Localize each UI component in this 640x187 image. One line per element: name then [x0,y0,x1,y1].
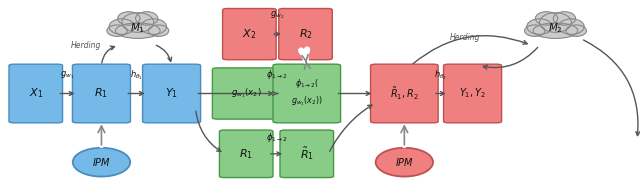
FancyBboxPatch shape [212,68,280,119]
Text: $M_2$: $M_2$ [548,21,563,35]
FancyBboxPatch shape [223,8,276,60]
FancyBboxPatch shape [273,64,340,123]
Ellipse shape [115,23,160,39]
FancyBboxPatch shape [220,130,273,178]
FancyBboxPatch shape [371,64,438,123]
Ellipse shape [559,19,584,34]
Ellipse shape [527,19,552,34]
Text: $X_1$: $X_1$ [29,87,43,100]
Ellipse shape [107,25,127,36]
Text: Herding: Herding [70,41,100,50]
Ellipse shape [109,19,134,34]
Text: $X_2$: $X_2$ [243,27,257,41]
Text: $R_2$: $R_2$ [299,27,312,41]
Ellipse shape [118,12,140,25]
Text: $g_{w_1}(x_2)$: $g_{w_1}(x_2)$ [231,87,262,100]
FancyBboxPatch shape [280,130,333,178]
Ellipse shape [148,25,169,36]
Ellipse shape [122,13,154,32]
Text: $R_1$: $R_1$ [95,87,108,100]
FancyBboxPatch shape [444,64,502,123]
Text: $\phi_{1\rightarrow2}$: $\phi_{1\rightarrow2}$ [266,131,287,144]
FancyBboxPatch shape [279,8,332,60]
Text: $IPM$: $IPM$ [92,156,111,168]
Ellipse shape [525,25,545,36]
Text: $g_{w_1}(x_2))$: $g_{w_1}(x_2))$ [291,94,323,108]
Ellipse shape [540,13,572,32]
Ellipse shape [536,12,557,25]
Text: $R_1$: $R_1$ [239,147,253,161]
Text: $Y_1, Y_2$: $Y_1, Y_2$ [459,87,486,100]
Text: $h_{\theta_2}$: $h_{\theta_2}$ [435,68,447,82]
Text: Herding: Herding [450,33,480,42]
FancyBboxPatch shape [9,64,63,123]
Text: $IPM$: $IPM$ [395,156,414,168]
Text: $Y_1$: $Y_1$ [165,87,178,100]
FancyBboxPatch shape [72,64,131,123]
Text: $\tilde{R}_1, R_2$: $\tilde{R}_1, R_2$ [390,85,419,102]
Ellipse shape [566,25,586,36]
Ellipse shape [553,12,575,25]
Text: $g_{w_2}$: $g_{w_2}$ [270,10,285,21]
Ellipse shape [376,148,433,177]
Ellipse shape [73,148,130,177]
Ellipse shape [533,23,578,39]
Text: $\phi_{1\rightarrow2}$: $\phi_{1\rightarrow2}$ [266,68,287,82]
Text: $\tilde{R}_1$: $\tilde{R}_1$ [300,145,314,162]
Text: $h_{\theta_1}$: $h_{\theta_1}$ [130,68,143,82]
Ellipse shape [136,12,158,25]
FancyBboxPatch shape [143,64,200,123]
Text: $g_{w_1}$: $g_{w_1}$ [60,69,75,81]
Text: $M_1$: $M_1$ [131,21,145,35]
Ellipse shape [141,19,166,34]
Text: $\phi_{1\rightarrow2}($: $\phi_{1\rightarrow2}($ [295,77,319,90]
